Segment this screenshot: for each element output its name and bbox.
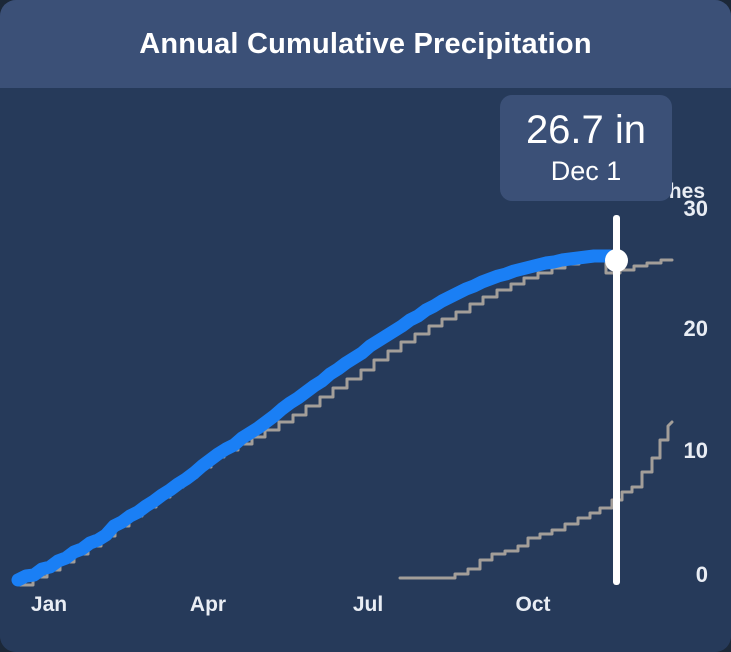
water-year-precipitation-line <box>398 420 674 580</box>
x-axis-tick-jul: Jul <box>352 593 384 616</box>
hover-cursor-line[interactable] <box>613 215 620 585</box>
y-axis-tick-0: 0 <box>695 562 708 587</box>
x-axis-tick-oct: Oct <box>515 593 551 616</box>
normal-precipitation-line <box>18 254 674 587</box>
x-axis-tick-apr: Apr <box>189 593 227 616</box>
hover-data-point-marker[interactable] <box>605 249 628 272</box>
precipitation-line-chart <box>11 249 674 587</box>
y-axis-tick-20: 20 <box>683 316 708 341</box>
current-year-precipitation-line <box>11 249 623 587</box>
page-title: Annual Cumulative Precipitation <box>139 27 592 60</box>
y-axis-tick-10: 10 <box>683 438 708 463</box>
value-tooltip: 26.7 in Dec 1 <box>500 95 672 201</box>
chart-header: Annual Cumulative Precipitation <box>0 0 731 88</box>
x-axis-tick-jan: Jan <box>30 593 68 616</box>
tooltip-value: 26.7 in <box>525 108 647 152</box>
tooltip-date: Dec 1 <box>550 156 622 186</box>
y-axis-tick-30: 30 <box>683 196 708 221</box>
